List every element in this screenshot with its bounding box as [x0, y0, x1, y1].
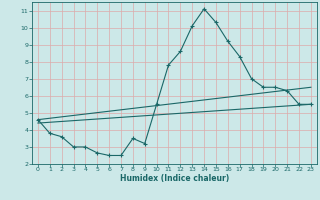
- X-axis label: Humidex (Indice chaleur): Humidex (Indice chaleur): [120, 174, 229, 183]
